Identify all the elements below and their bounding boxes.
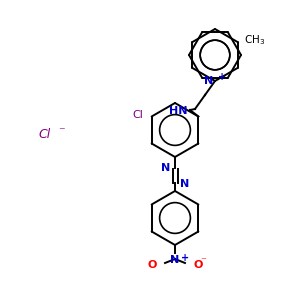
Text: Cl: Cl bbox=[133, 110, 144, 119]
Text: O: O bbox=[193, 260, 202, 270]
Text: HN: HN bbox=[169, 106, 187, 116]
Text: N: N bbox=[161, 163, 170, 173]
Text: +: + bbox=[218, 72, 226, 82]
Text: CH$_3$: CH$_3$ bbox=[244, 33, 265, 47]
Text: O: O bbox=[148, 260, 157, 270]
Text: N: N bbox=[204, 76, 213, 86]
Text: ⁻: ⁻ bbox=[58, 125, 64, 139]
Text: +: + bbox=[181, 253, 189, 263]
Text: Cl: Cl bbox=[39, 128, 51, 142]
Text: ⁻: ⁻ bbox=[200, 256, 206, 266]
Text: N: N bbox=[170, 255, 180, 265]
Text: N: N bbox=[180, 179, 189, 189]
